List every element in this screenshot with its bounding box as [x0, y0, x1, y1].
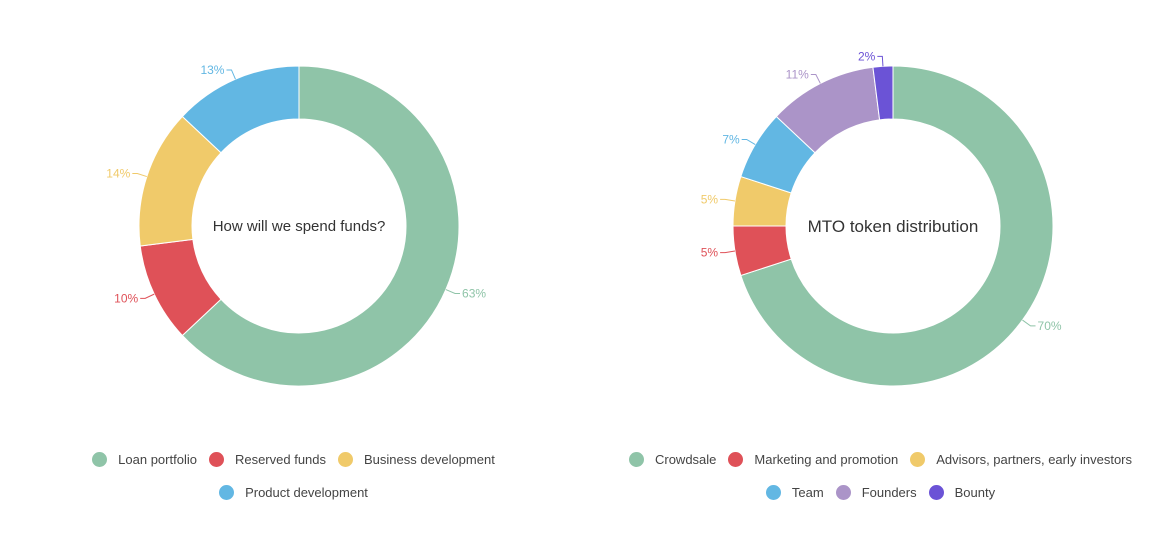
legend-label: Crowdsale: [654, 452, 717, 467]
leader-line-marketing-and-promotion: [720, 250, 736, 254]
legend-item-team[interactable]: Team: [765, 476, 824, 509]
slice-product-development: [181, 65, 300, 154]
value-label-bounty: 2%: [858, 49, 876, 63]
legend-swatch-icon: [765, 485, 781, 500]
value-label-marketing-and-promotion: 5%: [701, 246, 719, 260]
legend-item-bounty[interactable]: Bounty: [928, 476, 996, 509]
legend-item-product-development[interactable]: Product development: [219, 476, 368, 509]
legend-item-marketing-and-promotion[interactable]: Marketing and promotion: [728, 443, 898, 476]
legend-label: Loan portfolio: [118, 452, 197, 467]
legend-label: Advisors, partners, early investors: [936, 452, 1133, 467]
leader-line-founders: [810, 74, 821, 84]
chart-title: How will we spend funds?: [213, 218, 386, 235]
legend-token-distribution: Crowdsale Marketing and promotion Advisors…: [587, 443, 1174, 509]
legend-spend-funds: Loan portfolio Reserved funds Business dev…: [0, 443, 587, 509]
legend-item-crowdsale[interactable]: Crowdsale: [628, 443, 717, 476]
legend-label: Reserved funds: [234, 452, 327, 467]
legend-swatch-icon: [910, 452, 926, 467]
legend-swatch-icon: [208, 452, 224, 467]
donut-chart-token-distribution: 70% 5% 5% 7% 11% 2% MTO token distribution: [701, 49, 1062, 387]
legend-swatch-icon: [835, 485, 851, 500]
value-label-founders: 11%: [786, 68, 809, 82]
slice-bounty: [872, 65, 894, 121]
legend-swatch-icon: [928, 485, 944, 500]
legend-item-advisors-partners-early-investors[interactable]: Advisors, partners, early investors: [910, 443, 1132, 476]
donut-chart-spend-funds: 63% 10% 14% 13% How will we spend funds?: [106, 63, 486, 387]
legend-swatch-icon: [219, 485, 235, 500]
leader-line-crowdsale: [1022, 319, 1036, 327]
leader-line-reserved-funds: [140, 293, 155, 299]
value-label-team: 7%: [722, 132, 740, 146]
legend-label: Team: [791, 485, 824, 500]
legend-label: Marketing and promotion: [754, 452, 899, 467]
legend-item-business-development[interactable]: Business development: [338, 443, 495, 476]
legend-label: Product development: [245, 485, 368, 500]
legend-label: Founders: [861, 485, 917, 500]
value-label-crowdsale: 70%: [1038, 319, 1062, 333]
legend-label: Business development: [364, 452, 495, 467]
legend-swatch-icon: [628, 452, 644, 467]
value-label-loan-portfolio: 63%: [462, 287, 486, 301]
legend-swatch-icon: [92, 452, 108, 467]
value-label-product-development: 13%: [200, 63, 224, 77]
legend-item-founders[interactable]: Founders: [835, 476, 917, 509]
leader-line-loan-portfolio: [445, 289, 461, 295]
slice-crowdsale: [740, 65, 1054, 387]
value-label-reserved-funds: 10%: [114, 291, 138, 305]
value-label-business-development: 14%: [106, 166, 130, 180]
leader-line-product-development: [226, 69, 236, 80]
legend-item-loan-portfolio[interactable]: Loan portfolio: [92, 443, 197, 476]
leader-line-advisors-partners-early-investors: [720, 198, 736, 202]
value-label-advisors-partners-early-investors: 5%: [701, 192, 719, 206]
legend-label: Bounty: [954, 485, 996, 500]
leader-line-bounty: [877, 55, 884, 67]
leader-line-team: [741, 138, 756, 145]
legend-item-reserved-funds[interactable]: Reserved funds: [208, 443, 327, 476]
legend-swatch-icon: [338, 452, 354, 467]
chart-title: MTO token distribution: [808, 217, 979, 236]
legend-swatch-icon: [728, 452, 744, 467]
slice-loan-portfolio: [181, 65, 460, 387]
leader-line-business-development: [132, 172, 147, 178]
